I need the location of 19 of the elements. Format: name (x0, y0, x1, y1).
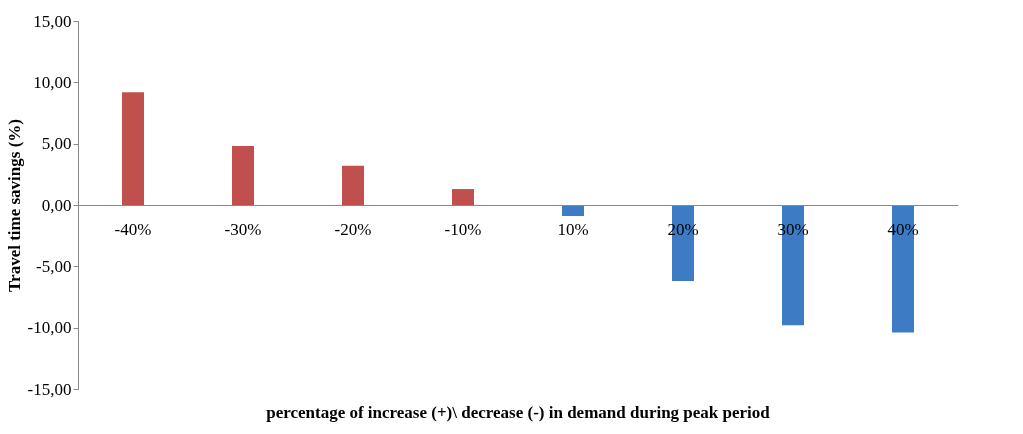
y-tick-label: 10,00 (33, 72, 72, 92)
x-tick-label: -40% (114, 219, 152, 239)
x-tick-label: -10% (444, 219, 482, 239)
x-tick-label: -20% (334, 219, 372, 239)
y-tick-label: 15,00 (33, 11, 72, 31)
y-tick-label: -15,00 (27, 379, 72, 399)
bar (452, 189, 474, 205)
bar (342, 165, 364, 205)
x-axis-title: percentage of increase (+)\ decrease (-) in demand during peak period (266, 403, 771, 422)
x-tick-label: -30% (224, 219, 262, 239)
bar (562, 205, 584, 217)
x-tick-label: 10% (557, 219, 589, 239)
y-tick-label: 0,00 (41, 195, 72, 215)
y-tick-label: -10,00 (27, 318, 72, 338)
y-axis-title: Travel time savings (%) (4, 119, 24, 292)
y-tick-label: 5,00 (41, 134, 72, 154)
y-tick-label: -5,00 (36, 256, 72, 276)
bar (232, 146, 254, 205)
bar (122, 92, 144, 205)
